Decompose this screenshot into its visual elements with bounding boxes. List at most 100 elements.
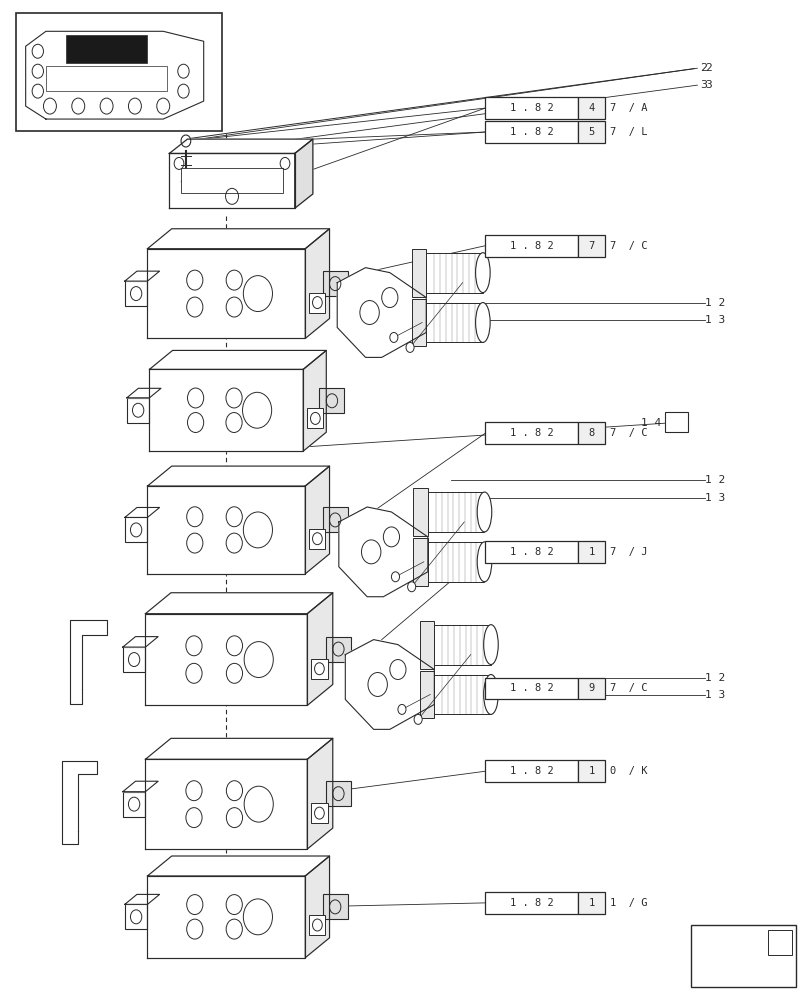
Bar bbox=[485, 235, 577, 257]
Text: 1: 1 bbox=[672, 417, 679, 427]
Bar bbox=[485, 97, 577, 119]
Text: 3: 3 bbox=[700, 80, 706, 90]
Bar bbox=[46, 66, 167, 91]
Text: 1: 1 bbox=[588, 898, 594, 908]
Polygon shape bbox=[307, 738, 333, 849]
Bar bbox=[307, 408, 323, 428]
Text: 1 3: 1 3 bbox=[705, 493, 725, 503]
Ellipse shape bbox=[483, 675, 498, 714]
Polygon shape bbox=[149, 369, 303, 451]
Bar bbox=[577, 121, 604, 143]
Ellipse shape bbox=[483, 625, 498, 665]
Bar bbox=[122, 647, 145, 672]
Bar bbox=[122, 792, 145, 817]
Bar bbox=[181, 168, 282, 193]
Text: 1 . 8 2: 1 . 8 2 bbox=[509, 547, 553, 557]
Ellipse shape bbox=[475, 303, 490, 342]
Polygon shape bbox=[26, 31, 204, 119]
Bar bbox=[485, 892, 577, 914]
Polygon shape bbox=[305, 229, 329, 338]
Bar bbox=[309, 293, 325, 313]
Polygon shape bbox=[145, 738, 333, 759]
Polygon shape bbox=[122, 637, 158, 647]
Text: 4: 4 bbox=[588, 103, 594, 113]
Polygon shape bbox=[127, 388, 161, 398]
Text: 1 . 8 2: 1 . 8 2 bbox=[509, 766, 553, 776]
Bar bbox=[413, 488, 427, 536]
Text: 1: 1 bbox=[588, 766, 594, 776]
Bar bbox=[766, 930, 791, 955]
Text: 1 . 8 2: 1 . 8 2 bbox=[509, 683, 553, 693]
Bar bbox=[16, 13, 222, 131]
Ellipse shape bbox=[477, 492, 491, 532]
Text: 1 2: 1 2 bbox=[705, 673, 725, 683]
Circle shape bbox=[128, 98, 141, 114]
Bar bbox=[426, 253, 483, 293]
Ellipse shape bbox=[477, 542, 491, 582]
Text: 1 4: 1 4 bbox=[640, 418, 660, 428]
Text: 7  / C: 7 / C bbox=[609, 241, 646, 251]
Bar bbox=[577, 97, 604, 119]
Circle shape bbox=[406, 342, 414, 352]
Text: 1 3: 1 3 bbox=[705, 690, 725, 700]
Polygon shape bbox=[169, 153, 294, 208]
Text: 7  / C: 7 / C bbox=[609, 683, 646, 693]
Bar bbox=[125, 517, 148, 542]
Polygon shape bbox=[148, 249, 305, 338]
Bar bbox=[426, 303, 483, 342]
Bar bbox=[66, 35, 147, 63]
Bar bbox=[127, 398, 149, 423]
Bar bbox=[319, 388, 344, 413]
Polygon shape bbox=[148, 229, 329, 249]
Polygon shape bbox=[122, 781, 158, 792]
Polygon shape bbox=[145, 593, 333, 614]
Text: 1 . 8 2: 1 . 8 2 bbox=[509, 898, 553, 908]
Bar bbox=[434, 675, 491, 714]
Text: 2: 2 bbox=[705, 63, 711, 73]
Text: 1 2: 1 2 bbox=[705, 298, 725, 308]
Text: 7  / A: 7 / A bbox=[609, 103, 646, 113]
Text: 3: 3 bbox=[705, 80, 711, 90]
Bar bbox=[311, 803, 327, 823]
Bar bbox=[322, 507, 347, 532]
Circle shape bbox=[181, 135, 191, 147]
Polygon shape bbox=[169, 139, 312, 153]
Bar bbox=[577, 892, 604, 914]
Polygon shape bbox=[338, 507, 427, 597]
Polygon shape bbox=[125, 271, 160, 281]
Text: 1 . 8 2: 1 . 8 2 bbox=[509, 428, 553, 438]
Bar bbox=[427, 542, 484, 582]
Polygon shape bbox=[307, 593, 333, 705]
Circle shape bbox=[407, 582, 415, 592]
Text: 1  / G: 1 / G bbox=[609, 898, 646, 908]
Polygon shape bbox=[294, 139, 312, 208]
Bar bbox=[664, 412, 687, 432]
Text: 1: 1 bbox=[588, 547, 594, 557]
Text: 7  / L: 7 / L bbox=[609, 127, 646, 137]
Bar bbox=[427, 492, 484, 532]
Bar bbox=[485, 121, 577, 143]
Circle shape bbox=[397, 704, 406, 714]
Bar bbox=[434, 625, 491, 665]
Polygon shape bbox=[70, 620, 106, 704]
Bar bbox=[322, 894, 347, 919]
Text: 1 2: 1 2 bbox=[705, 475, 725, 485]
Polygon shape bbox=[145, 759, 307, 849]
Circle shape bbox=[391, 572, 399, 582]
Text: 7: 7 bbox=[588, 241, 594, 251]
Bar bbox=[311, 659, 327, 679]
Polygon shape bbox=[62, 761, 97, 844]
Bar bbox=[419, 621, 434, 669]
Polygon shape bbox=[149, 350, 326, 369]
Text: 1 3: 1 3 bbox=[705, 315, 725, 325]
Polygon shape bbox=[145, 614, 307, 705]
Bar bbox=[125, 281, 148, 306]
Polygon shape bbox=[345, 640, 434, 729]
Bar bbox=[577, 760, 604, 782]
Polygon shape bbox=[125, 507, 160, 517]
Circle shape bbox=[44, 98, 56, 114]
Circle shape bbox=[414, 714, 422, 724]
Text: 2: 2 bbox=[700, 63, 707, 73]
Bar bbox=[485, 541, 577, 563]
Bar bbox=[125, 904, 148, 929]
